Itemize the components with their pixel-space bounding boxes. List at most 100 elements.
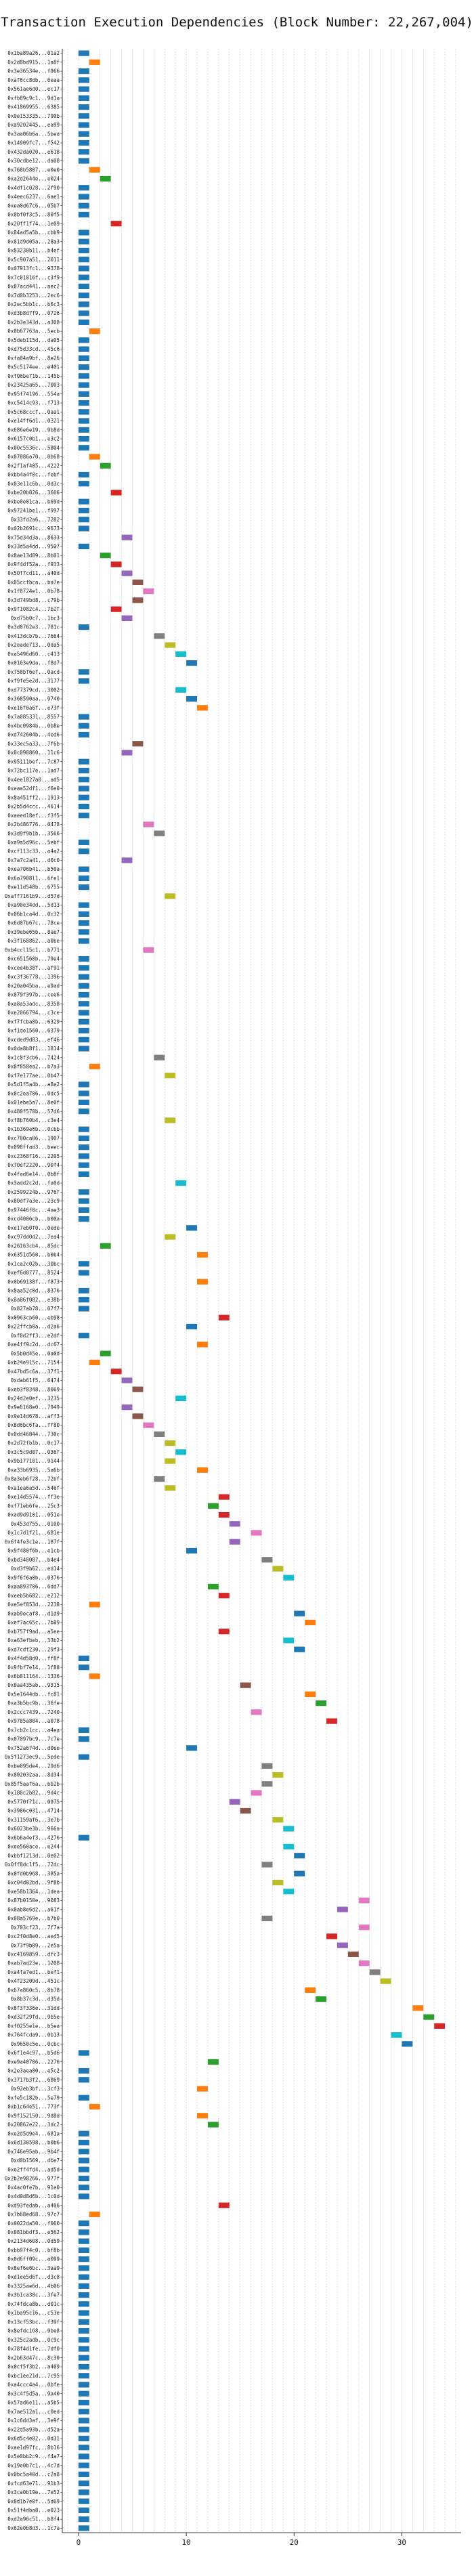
y-tick-label: 0x19e0b7c1...4c7d	[7, 2462, 60, 2468]
transaction-bar	[78, 2445, 89, 2451]
y-tick-label: 0xf1de1560...6379	[7, 1028, 60, 1034]
transaction-bar	[89, 2211, 100, 2218]
transaction-bar	[78, 866, 89, 872]
transaction-bar	[78, 1665, 89, 1671]
transaction-bar	[78, 2525, 89, 2531]
y-tick-label: 0x33d5a4dd...9507	[7, 544, 60, 550]
transaction-bar	[78, 2426, 89, 2432]
y-tick-label: 0x0ff8dc1f5...72dc	[5, 1862, 60, 1868]
transaction-bar	[78, 2139, 89, 2146]
y-tick-label: 0xee560ace...e244	[7, 1844, 60, 1850]
transaction-bar	[78, 2220, 89, 2227]
transaction-bar	[358, 1897, 370, 1904]
y-tick-label: 0xc700ca06...1907	[7, 1135, 60, 1141]
transaction-bar	[78, 902, 89, 908]
transaction-bar	[121, 1404, 133, 1411]
transaction-bar	[78, 2095, 89, 2101]
transaction-bar	[229, 1799, 240, 1805]
y-tick-label: 0x7b68ed68...97c7	[7, 2212, 60, 2218]
y-tick-label: 0x2ccc7439...7240	[7, 1709, 60, 1715]
y-tick-label: 0xb24e915c...7154	[7, 1360, 60, 1366]
y-tick-label: 0x9fbf7e14...1f88	[7, 1665, 60, 1671]
y-tick-label: 0x33fd2a6...7282	[11, 517, 60, 523]
transaction-bar	[251, 1790, 262, 1796]
transaction-bar	[78, 1655, 89, 1662]
transaction-bar	[78, 2067, 89, 2074]
transaction-bar	[369, 1969, 381, 1975]
transaction-bar	[121, 570, 133, 576]
transaction-bar	[240, 1807, 251, 1814]
y-tick-label: 0x9e6168e0...7949	[7, 1404, 60, 1411]
transaction-bar	[186, 1323, 197, 1330]
transaction-bar	[100, 175, 111, 182]
y-tick-label: 0x4bc0984b...0b8e	[7, 723, 60, 729]
transaction-bar	[380, 1978, 391, 1984]
y-tick-label: 0x368590aa...9740	[7, 696, 60, 702]
y-tick-label: 0x9f1082c4...7b2f	[7, 606, 60, 612]
y-tick-label: 0x6f4fe3c1e...187f	[5, 1539, 60, 1545]
transaction-bar	[78, 1287, 89, 1294]
transaction-bar	[78, 1153, 89, 1159]
y-tick-label: 0x4ee1827a0...ad5	[7, 777, 60, 783]
y-tick-label: 0x746e95ab...9b4f	[7, 2149, 60, 2155]
transaction-bar	[78, 2265, 89, 2271]
transaction-bar	[78, 2516, 89, 2523]
transaction-bar	[78, 283, 89, 290]
y-tick-label: 0xd3f9b62...ed14	[11, 1566, 60, 1572]
y-tick-label: 0x50f7cd11...a40d	[7, 570, 60, 576]
y-tick-label: 0x13cf53bc...f39f	[7, 2319, 60, 2325]
y-tick-label: 0xae1d97fc...8b16	[7, 2445, 60, 2451]
transaction-bar	[110, 490, 122, 496]
transaction-bar	[165, 1440, 176, 1446]
transaction-bar	[89, 167, 100, 173]
transaction-bar	[78, 2471, 89, 2478]
transaction-bar	[78, 974, 89, 980]
transaction-bar	[78, 983, 89, 989]
y-tick-label: 0x3ca0b19e...7e52	[7, 2489, 60, 2495]
y-tick-label: 0x0bc5a40d...c2a8	[7, 2472, 60, 2478]
transaction-bar	[78, 2409, 89, 2415]
y-tick-label: 0x8f858ea2...b7a3	[7, 1064, 60, 1070]
y-tick-label: 0xd75d33cd...45c6	[7, 346, 60, 352]
y-tick-label: 0xc2f0d8e0...ae45	[7, 1933, 60, 1939]
transaction-bar	[121, 750, 133, 756]
transaction-bar	[78, 2158, 89, 2164]
transaction-bar	[78, 2077, 89, 2083]
y-tick-label: 0x0963cb60...eb98	[7, 1314, 60, 1321]
transaction-bar	[78, 2435, 89, 2442]
transaction-bar	[89, 1359, 100, 1366]
transaction-bar	[78, 2256, 89, 2262]
transaction-bar	[186, 660, 197, 666]
transaction-bar	[78, 1046, 89, 1052]
y-tick-label: 0xb4ccl15c1...b771	[5, 947, 60, 953]
y-tick-label: 0xf7e177ae...0b47	[7, 1073, 60, 1079]
y-tick-label: 0x5deb115d...da05	[7, 337, 60, 343]
transaction-bar	[154, 633, 165, 639]
y-tick-label: 0xd75b0c7...1bc3	[11, 615, 60, 621]
transaction-bar	[78, 301, 89, 307]
transaction-bar	[121, 857, 133, 863]
y-tick-label: 0x07913fc1...9378	[7, 265, 60, 272]
transaction-bar	[143, 821, 154, 828]
y-tick-label: 0x3d9f9b1b...3566	[7, 830, 60, 836]
transaction-bar	[196, 1279, 208, 1285]
y-tick-label: 0x0da8b8f1...1814	[7, 1046, 60, 1052]
transaction-bar	[165, 642, 176, 648]
transaction-bar	[78, 2130, 89, 2137]
y-tick-label: 0x5c907a51...2011	[7, 257, 60, 263]
transaction-bar	[412, 2005, 424, 2011]
transaction-bar	[78, 319, 89, 325]
transaction-bar	[78, 2229, 89, 2235]
y-tick-label: 0xa9202445...ea99	[7, 122, 60, 128]
y-tick-label: 0x7cb2c1cc...a4ea	[7, 1727, 60, 1733]
y-tick-label: 0x081bbdf3...e562	[7, 2229, 60, 2235]
transaction-bar	[78, 839, 89, 846]
transaction-bar	[78, 122, 89, 128]
transaction-bar	[218, 1494, 230, 1500]
transaction-bar	[78, 777, 89, 783]
transaction-bar	[78, 194, 89, 200]
y-tick-label: 0xeeb5b682...e212	[7, 1593, 60, 1599]
y-tick-label: 0x6a7908l1...6fe1	[7, 875, 60, 881]
transaction-bar	[283, 1574, 295, 1581]
